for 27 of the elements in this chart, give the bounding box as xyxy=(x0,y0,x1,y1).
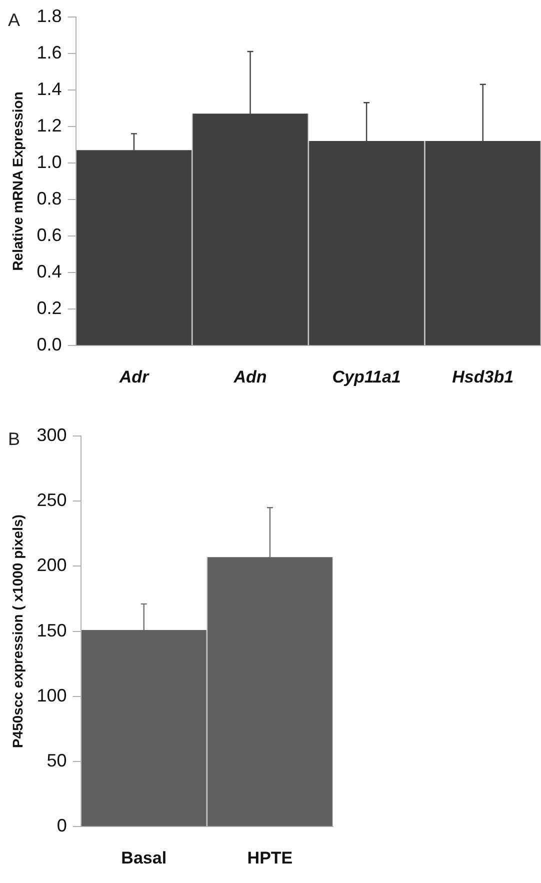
y-tick-label: 0.6 xyxy=(36,224,62,245)
x-tick-label: Hsd3b1 xyxy=(452,367,514,386)
y-tick-label: 1.2 xyxy=(36,115,62,136)
y-tick-label: 0.2 xyxy=(36,298,62,318)
y-tick-label: 0 xyxy=(56,816,67,836)
y-tick-label: 250 xyxy=(36,490,67,510)
y-tick-label: 0.0 xyxy=(36,334,62,355)
x-tick-label: Basal xyxy=(121,848,167,868)
y-tick-label: 1.8 xyxy=(36,6,62,26)
x-tick-label: Adr xyxy=(118,367,150,386)
y-tick-label: 1.0 xyxy=(36,152,62,172)
y-tick-label: 150 xyxy=(36,620,67,640)
x-tick-label: Adn xyxy=(232,367,267,386)
chart-title: B xyxy=(8,428,20,449)
x-tick-label: HPTE xyxy=(247,848,293,868)
y-tick-label: 1.4 xyxy=(36,78,62,99)
chart-title: A xyxy=(8,10,20,30)
y-axis-title: Relative mRNA Expression xyxy=(9,92,26,271)
x-tick-label: Cyp11a1 xyxy=(332,367,401,386)
y-tick-label: 300 xyxy=(36,424,67,445)
y-tick-label: 0.8 xyxy=(36,188,62,208)
y-axis-title: P450scc expression ( x1000 pixels) xyxy=(9,514,26,748)
y-tick-label: 50 xyxy=(46,750,67,770)
y-tick-label: 200 xyxy=(36,555,67,576)
y-tick-label: 0.4 xyxy=(36,262,62,282)
y-tick-label: 1.6 xyxy=(36,42,62,62)
y-tick-label: 100 xyxy=(36,685,67,706)
